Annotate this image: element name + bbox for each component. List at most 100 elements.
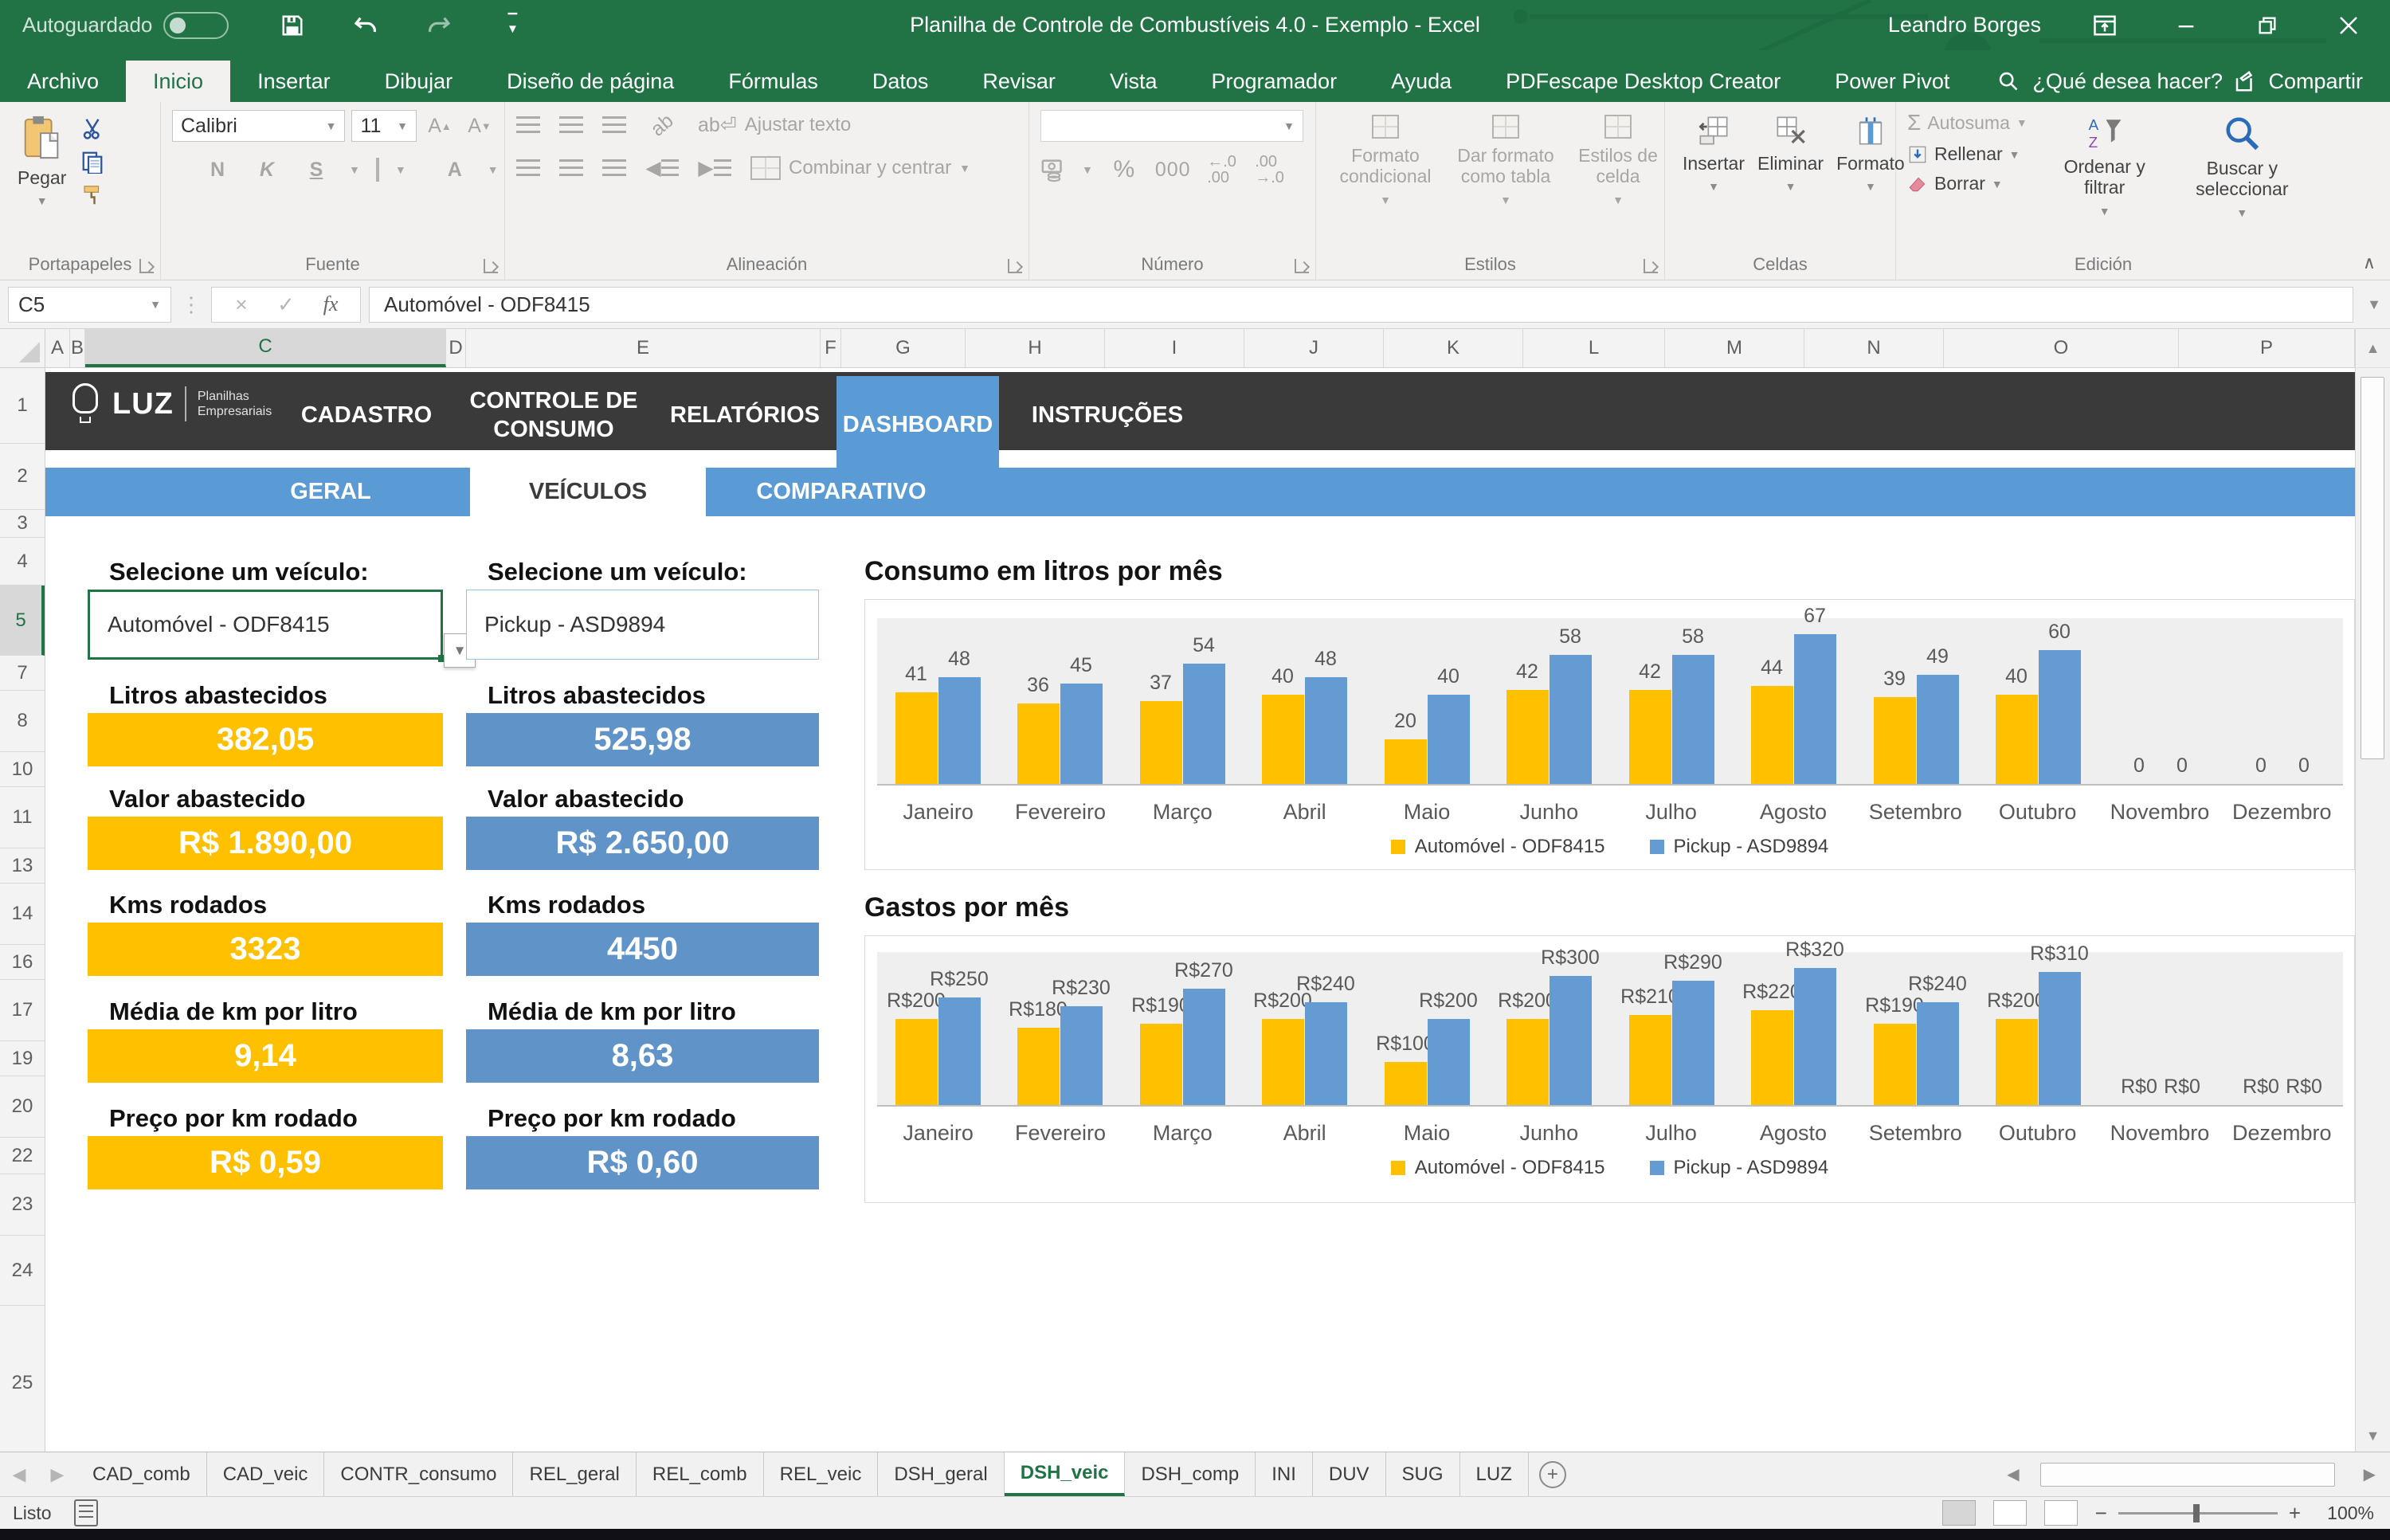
dialog-launcher-icon[interactable]	[1008, 259, 1022, 273]
ribbon-tab-datos[interactable]: Datos	[845, 61, 956, 102]
zoom-slider[interactable]: − +	[2095, 1501, 2301, 1526]
horizontal-scrollbar-track[interactable]	[2032, 1461, 2351, 1488]
ribbon-tab-insertar[interactable]: Insertar	[230, 61, 358, 102]
restore-button[interactable]	[2250, 8, 2285, 43]
column-header-C[interactable]: C	[85, 329, 446, 367]
row-header-3[interactable]: 3	[0, 510, 45, 538]
zoom-thumb[interactable]	[2193, 1504, 2200, 1522]
nav-item-dashboard[interactable]: DASHBOARD	[836, 376, 999, 473]
horizontal-scrollbar-thumb[interactable]	[2040, 1463, 2335, 1487]
tell-me-search[interactable]: ¿Qué desea hacer?	[1997, 61, 2223, 102]
column-header-O[interactable]: O	[1944, 329, 2179, 367]
ribbon-tab-revisar[interactable]: Revisar	[955, 61, 1083, 102]
copy-icon[interactable]	[80, 150, 104, 174]
ribbon-tab-fórmulas[interactable]: Fórmulas	[701, 61, 845, 102]
dialog-launcher-icon[interactable]	[139, 259, 154, 273]
ribbon-tab-dibujar[interactable]: Dibujar	[358, 61, 480, 102]
cut-icon[interactable]	[80, 116, 104, 140]
row-header-16[interactable]: 16	[0, 945, 45, 980]
scroll-left-icon[interactable]: ◀	[1999, 1464, 2027, 1484]
sheet-tab-DUV[interactable]: DUV	[1313, 1452, 1386, 1496]
row-header-11[interactable]: 11	[0, 787, 45, 848]
scroll-right-icon[interactable]: ▶	[2356, 1464, 2384, 1484]
sheet-tab-CONTR_consumo[interactable]: CONTR_consumo	[324, 1452, 513, 1496]
new-sheet-button[interactable]: +	[1529, 1452, 1577, 1496]
column-header-F[interactable]: F	[821, 329, 841, 367]
page-break-view-button[interactable]	[2044, 1500, 2078, 1526]
sheet-tab-SUG[interactable]: SUG	[1386, 1452, 1460, 1496]
fill-button[interactable]: Rellenar▼	[1907, 143, 2028, 165]
ribbon-tab-diseño-de-página[interactable]: Diseño de página	[480, 61, 701, 102]
ribbon-tab-power-pivot[interactable]: Power Pivot	[1808, 61, 1977, 102]
ribbon-tab-vista[interactable]: Vista	[1083, 61, 1185, 102]
formula-input[interactable]: Automóvel - ODF8415	[369, 287, 2353, 323]
sheet-tab-REL_geral[interactable]: REL_geral	[513, 1452, 636, 1496]
sheet-tab-REL_veic[interactable]: REL_veic	[764, 1452, 879, 1496]
save-button[interactable]	[276, 10, 308, 41]
nav-item-controle-de-consumo[interactable]: CONTROLE DE CONSUMO	[466, 376, 641, 454]
minimize-button[interactable]	[2169, 8, 2204, 43]
sheet-nav-right-icon[interactable]: ▶	[38, 1452, 76, 1496]
ribbon-display-options-button[interactable]	[2087, 8, 2122, 43]
user-name[interactable]: Leandro Borges	[1888, 13, 2041, 37]
row-header-7[interactable]: 7	[0, 656, 45, 691]
autosave-toggle[interactable]	[163, 12, 229, 39]
column-header-N[interactable]: N	[1804, 329, 1944, 367]
row-header-13[interactable]: 13	[0, 848, 45, 884]
insert-cells-button[interactable]: Insertar ▼	[1676, 110, 1751, 198]
page-layout-view-button[interactable]	[1993, 1500, 2027, 1526]
row-header-23[interactable]: 23	[0, 1174, 45, 1236]
sheet-tab-DSH_geral[interactable]: DSH_geral	[878, 1452, 1004, 1496]
font-size-combobox[interactable]: 11▼	[351, 110, 417, 142]
redo-button[interactable]	[423, 10, 455, 41]
row-header-10[interactable]: 10	[0, 752, 45, 787]
subnav-item-geral[interactable]: GERAL	[211, 468, 450, 516]
row-header-20[interactable]: 20	[0, 1076, 45, 1138]
column-header-J[interactable]: J	[1244, 329, 1384, 367]
subnav-item-veículos[interactable]: VEÍCULOS	[470, 468, 706, 516]
dialog-launcher-icon[interactable]	[1644, 259, 1658, 273]
normal-view-button[interactable]	[1942, 1500, 1976, 1526]
dialog-launcher-icon[interactable]	[1295, 259, 1309, 273]
share-button[interactable]: Compartir	[2233, 61, 2363, 102]
format-painter-icon[interactable]	[80, 183, 104, 207]
row-header-14[interactable]: 14	[0, 884, 45, 945]
row-header-19[interactable]: 19	[0, 1041, 45, 1076]
sort-filter-button[interactable]: AZ Ordenar y filtrar ▼	[2048, 110, 2161, 224]
vehicle-selector-right[interactable]: Pickup - ASD9894	[466, 590, 819, 660]
column-header-H[interactable]: H	[966, 329, 1105, 367]
column-header-M[interactable]: M	[1665, 329, 1804, 367]
vehicle-selector-left[interactable]: Automóvel - ODF8415	[88, 590, 443, 660]
chart-gastos[interactable]: Gastos por mêsR$200R$250R$180R$230R$190R…	[864, 892, 2355, 1203]
row-header-24[interactable]: 24	[0, 1236, 45, 1306]
sheet-tab-LUZ[interactable]: LUZ	[1460, 1452, 1529, 1496]
column-header-P[interactable]: P	[2179, 329, 2355, 367]
row-header-8[interactable]: 8	[0, 691, 45, 752]
row-header-22[interactable]: 22	[0, 1138, 45, 1174]
dialog-launcher-icon[interactable]	[484, 259, 498, 273]
row-header-25[interactable]: 25	[0, 1306, 45, 1461]
column-header-B[interactable]: B	[70, 329, 85, 367]
ribbon-tab-pdfescape-desktop-creator[interactable]: PDFescape Desktop Creator	[1479, 61, 1808, 102]
vertical-scrollbar-thumb[interactable]	[2361, 377, 2384, 759]
column-header-L[interactable]: L	[1523, 329, 1665, 367]
insert-function-button[interactable]: fx	[312, 292, 349, 316]
zoom-track[interactable]	[2118, 1512, 2278, 1515]
sheet-tab-INI[interactable]: INI	[1256, 1452, 1313, 1496]
zoom-level[interactable]: 100%	[2318, 1503, 2374, 1524]
sheet-tab-DSH_comp[interactable]: DSH_comp	[1125, 1452, 1256, 1496]
chart-consumo-litros[interactable]: Consumo em litros por mês414836453754404…	[864, 556, 2355, 870]
close-button[interactable]	[2331, 8, 2366, 43]
nav-item-instruções[interactable]: INSTRUÇÕES	[1028, 376, 1187, 454]
row-header-17[interactable]: 17	[0, 980, 45, 1041]
ribbon-tab-ayuda[interactable]: Ayuda	[1364, 61, 1479, 102]
undo-button[interactable]	[350, 10, 382, 41]
ribbon-tab-inicio[interactable]: Inicio	[126, 61, 230, 102]
collapse-ribbon-icon[interactable]: ∧	[2363, 253, 2376, 273]
column-header-K[interactable]: K	[1384, 329, 1523, 367]
row-header-2[interactable]: 2	[0, 444, 45, 510]
macro-record-icon[interactable]	[74, 1499, 98, 1526]
ribbon-tab-programador[interactable]: Programador	[1184, 61, 1364, 102]
scroll-up-icon[interactable]: ▲	[2356, 329, 2390, 368]
paste-button[interactable]: Pegar ▼	[11, 110, 72, 213]
